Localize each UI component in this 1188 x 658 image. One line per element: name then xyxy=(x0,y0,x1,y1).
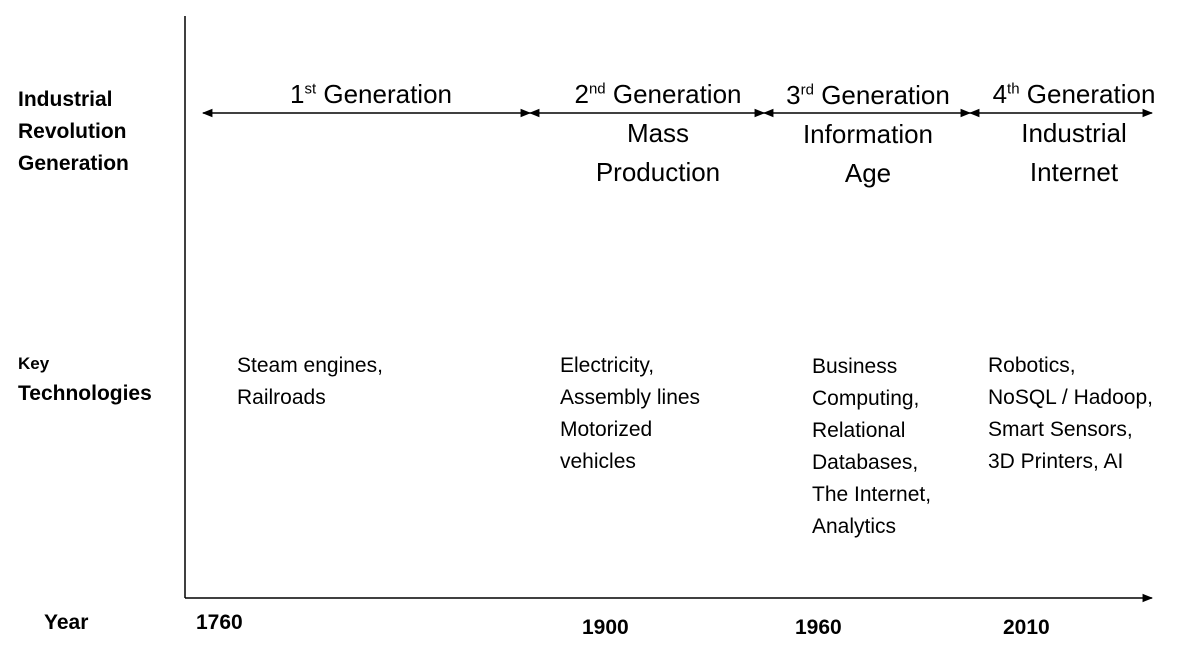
technologies-gen-2: Electricity, Assembly lines Motorized ve… xyxy=(560,350,700,478)
generation-subtitle-line: Mass xyxy=(626,118,690,148)
technology-line: Steam engines, xyxy=(237,354,383,377)
row-label-line: Industrial xyxy=(18,88,113,111)
technology-line: Computing, xyxy=(812,387,920,410)
generation-subtitle-line: Industrial xyxy=(1021,118,1127,148)
technology-line: NoSQL / Hadoop, xyxy=(988,386,1153,409)
generation-subtitle-line: Information xyxy=(802,119,934,149)
row-label-key: Key xyxy=(18,354,50,373)
technology-line: Relational xyxy=(812,419,906,442)
technologies-gen-1: Steam engines, Railroads xyxy=(237,350,383,414)
year-label-2010: 2010 xyxy=(1003,616,1050,639)
year-label-1760: 1760 xyxy=(196,611,243,634)
generation-2-header: 2nd Generation Mass Production xyxy=(558,75,758,192)
row-label-year: Year xyxy=(44,611,89,634)
generation-4-header: 4th Generation Industrial Internet xyxy=(974,75,1174,192)
generation-title: 3rd Generation xyxy=(786,80,950,110)
technology-line: Databases, xyxy=(812,451,919,474)
technology-line: vehicles xyxy=(560,450,636,473)
generation-title: 4th Generation xyxy=(992,79,1156,109)
generation-subtitle-line: Production xyxy=(595,157,721,187)
row-label-generation: Industrial Revolution Generation xyxy=(18,84,129,180)
technology-line: Assembly lines xyxy=(560,386,701,409)
technologies-gen-4: Robotics, NoSQL / Hadoop, Smart Sensors,… xyxy=(988,350,1153,478)
generation-title: 2nd Generation xyxy=(574,79,742,109)
row-label-technologies: Technologies xyxy=(18,382,152,405)
year-label-1960: 1960 xyxy=(795,616,842,639)
generation-1-header: 1st Generation xyxy=(271,75,471,114)
technology-line: 3D Printers, AI xyxy=(988,450,1124,473)
generation-title: 1st Generation xyxy=(289,79,453,109)
technology-line: Analytics xyxy=(812,515,897,538)
year-label-1900: 1900 xyxy=(582,616,629,639)
technology-line: Robotics, xyxy=(988,354,1076,377)
generation-subtitle-line: Internet xyxy=(1029,157,1119,187)
technology-line: Motorized xyxy=(560,418,653,441)
generation-subtitle-line: Age xyxy=(844,158,892,188)
technology-line: The Internet, xyxy=(812,483,932,506)
technology-line: Railroads xyxy=(237,386,326,409)
technology-line: Electricity, xyxy=(560,354,655,377)
technology-line: Business xyxy=(812,355,898,378)
row-label-line: Revolution xyxy=(18,120,127,143)
row-label-line: Generation xyxy=(18,152,129,175)
generation-3-header: 3rd Generation Information Age xyxy=(768,76,968,193)
technologies-gen-3: Business Computing, Relational Databases… xyxy=(812,351,931,543)
technology-line: Smart Sensors, xyxy=(988,418,1133,441)
